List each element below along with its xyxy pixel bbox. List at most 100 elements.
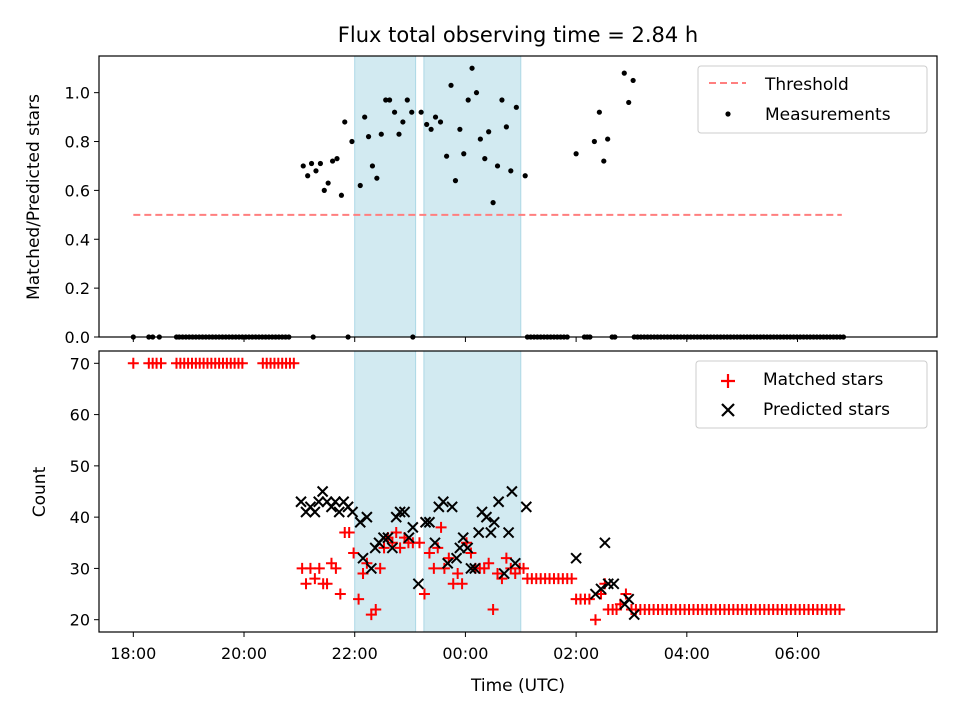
predicted-star-point <box>403 531 415 544</box>
predicted-star-point <box>498 567 510 580</box>
measurement-point <box>626 99 632 106</box>
predicted-star-point <box>437 496 449 508</box>
count-plot-frame <box>98 350 938 633</box>
ratio-plot-frame <box>98 55 938 338</box>
measurement-point <box>494 163 501 169</box>
measurement-point <box>461 151 467 157</box>
predicted-star-point <box>502 526 515 539</box>
predicted-star-point <box>365 562 378 575</box>
x-tick-label: 06:00 <box>774 644 820 663</box>
matched-star-point <box>418 588 430 600</box>
matched-star-point <box>348 547 360 559</box>
measurement-points <box>130 65 847 340</box>
y-tick-label: 0.4 <box>65 230 90 249</box>
predicted-star-point <box>354 516 366 528</box>
measurement-point <box>374 175 380 181</box>
measurement-point <box>305 173 311 179</box>
x-axis-label: Time (UTC) <box>470 676 565 696</box>
measurement-point <box>342 119 348 125</box>
measurement-point <box>490 200 496 206</box>
matched-star-point <box>334 588 346 600</box>
measurement-point <box>329 158 336 164</box>
measurement-point <box>452 178 459 184</box>
measurement-point <box>432 114 439 120</box>
y-tick-label: 0.6 <box>65 181 90 200</box>
count-legend-box <box>695 360 928 429</box>
legend-matched-label: Matched stars <box>763 370 883 390</box>
measurement-point <box>573 151 579 157</box>
matched-star-point <box>313 562 325 574</box>
predicted-star-point <box>446 501 458 513</box>
predicted-star-point <box>386 542 399 554</box>
measurement-point <box>396 131 402 137</box>
y-tick-label: 50 <box>70 457 90 476</box>
ratio-legend: Threshold Measurements <box>697 65 928 134</box>
y-tick-label: 30 <box>70 559 90 578</box>
measurement-point <box>486 129 492 135</box>
x-tick-label: 02:00 <box>553 644 599 663</box>
measurement-point <box>601 158 607 164</box>
measurement-point <box>365 134 372 140</box>
y-tick-label: 0.0 <box>65 328 90 347</box>
measurement-point <box>325 180 331 186</box>
predicted-star-point <box>628 608 640 621</box>
matched-star-point <box>583 593 595 605</box>
measurement-point <box>308 160 315 167</box>
predicted-star-point <box>316 485 329 498</box>
measurement-point <box>378 131 384 137</box>
count-points <box>127 357 846 626</box>
matched-star-point <box>330 562 342 574</box>
observing-interval <box>354 350 417 633</box>
matched-star-point <box>155 357 167 369</box>
matched-star-point <box>343 527 355 539</box>
measurement-point <box>465 97 471 103</box>
ratio-y-axis: 0.0 0.2 0.4 0.6 0.8 1.0 <box>65 84 99 347</box>
matched-star-point <box>236 357 248 369</box>
y-tick-label: 0.8 <box>65 133 90 152</box>
measurement-point <box>621 70 627 76</box>
matched-star-point <box>394 542 406 554</box>
matched-star-point <box>378 542 390 554</box>
measurement-point <box>630 77 636 84</box>
ratio-y-axis-label: Matched/Predicted stars <box>24 94 44 300</box>
predicted-star-point <box>465 562 477 575</box>
chart-title: Flux total observing time = 2.84 h <box>338 23 698 47</box>
measurement-point <box>428 126 434 132</box>
measurement-point <box>522 173 528 179</box>
measurement-point <box>443 153 450 159</box>
measurement-point <box>386 97 393 103</box>
measurement-point <box>369 163 376 169</box>
measurement-point <box>424 121 430 128</box>
predicted-star-point <box>295 496 307 508</box>
measurement-point <box>400 119 406 125</box>
matched-star-point <box>353 593 365 605</box>
predicted-star-point <box>361 511 373 523</box>
predicted-star-point <box>461 542 474 554</box>
predicted-star-point <box>441 557 454 569</box>
measurement-point <box>409 109 415 115</box>
measurement-point <box>334 156 340 162</box>
count-y-axis: 20 30 40 50 60 70 <box>70 354 99 630</box>
predicted-star-point <box>469 562 481 575</box>
measurement-point <box>313 168 319 174</box>
matched-star-point <box>483 557 495 569</box>
legend-measurements-label: Measurements <box>765 105 891 125</box>
predicted-star-point <box>419 516 432 528</box>
matched-star-point <box>435 521 447 533</box>
measurement-point <box>482 156 488 162</box>
x-tick-label: 22:00 <box>332 644 378 663</box>
count-y-axis-label: Count <box>30 466 50 517</box>
measurement-point <box>338 192 345 198</box>
legend-threshold-label: Threshold <box>764 75 849 95</box>
matched-star-point <box>589 614 601 626</box>
predicted-star-point <box>570 552 582 564</box>
x-tick-label: 00:00 <box>442 644 488 663</box>
matched-star-point <box>595 588 607 600</box>
predicted-star-point <box>313 496 325 508</box>
matched-star-point <box>487 603 499 615</box>
ratio-panel: 0.0 0.2 0.4 0.6 0.8 1.0 Matched/Predicted sta… <box>24 55 938 347</box>
matched-star-point <box>456 578 468 590</box>
y-tick-label: 1.0 <box>65 84 90 103</box>
predicted-star-point <box>357 552 369 564</box>
predicted-star-point <box>450 552 463 564</box>
